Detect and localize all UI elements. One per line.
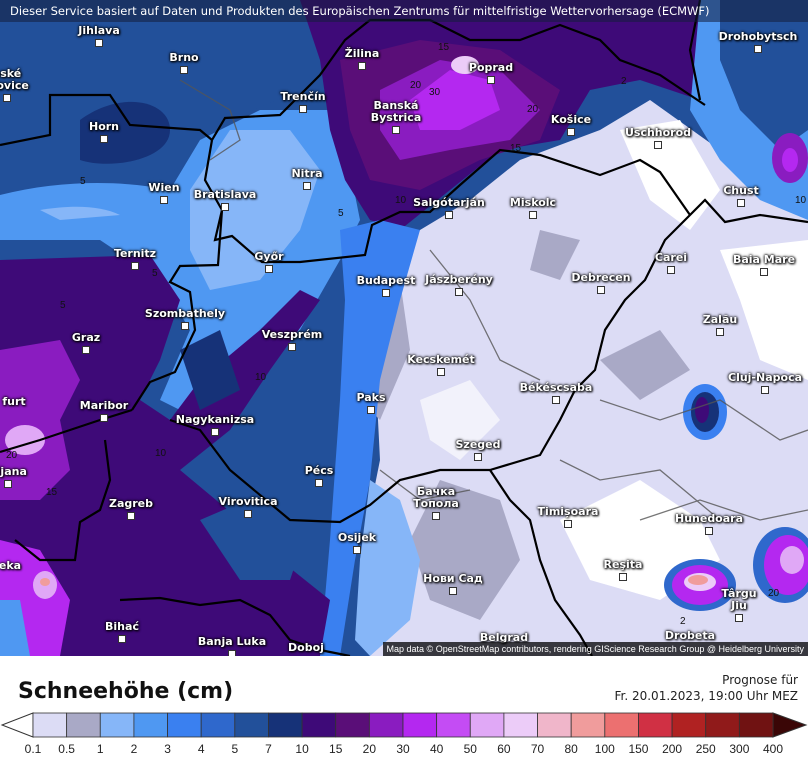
color-scale-cell [436,712,471,738]
color-scale-cell [234,712,269,738]
color-scale-tick: 2 [130,742,138,756]
color-scale-cell [537,712,572,738]
color-scale-cell [469,712,505,738]
contour-label: 20 [768,588,780,599]
contour-label: 20 [527,104,539,115]
color-scale-cell [200,712,236,738]
color-scale-cell [133,712,168,738]
color-scale-cell [604,712,639,738]
snow-depth-map[interactable]: Dieser Service basiert auf Daten und Pro… [0,0,808,656]
contour-label: 10 [395,195,407,206]
over-range-arrow [772,712,808,738]
color-scale-tick: 10 [295,742,309,756]
color-scale-tick: 0.5 [58,742,75,756]
color-scale-cell [268,712,303,738]
color-scale-cell [570,712,606,738]
contour-label: 5 [60,300,66,311]
ecmwf-credit-banner: Dieser Service basiert auf Daten und Pro… [0,0,808,22]
contour-label: 10 [155,448,167,459]
color-scale-tick: 70 [530,742,545,756]
color-scale-cell [167,712,202,738]
color-scale-cell [705,712,740,738]
color-scale-tick: 20 [362,742,377,756]
color-scale-cell [738,712,774,738]
color-scale-tick: 30 [396,742,410,756]
color-scale-tick: 0.1 [24,742,42,756]
forecast-time: Fr. 20.01.2023, 19:00 Uhr MEZ [614,689,798,703]
contour-label: 5 [152,268,158,279]
color-scale-tick: 250 [695,742,716,756]
color-scale-tick: 100 [594,742,615,756]
color-scale-cell [368,712,404,738]
color-scale-cell [32,712,68,738]
color-scale-cell [671,712,707,738]
contour-label: 15 [438,42,450,53]
color-scale-tick: 60 [497,742,511,756]
contour-label: 10 [255,372,267,383]
color-scale-tick: 80 [564,742,578,756]
under-range-arrow [0,712,34,738]
color-scale-tick: 4 [197,742,205,756]
contour-label: 5 [338,208,344,219]
color-scale-tick: 7 [265,742,272,756]
color-scale-cell [402,712,438,738]
color-scale-tick: 300 [729,742,750,756]
contour-label: 15 [46,487,58,498]
contour-label: 2 [680,616,686,627]
contour-label: 20 [6,450,18,461]
map-attribution[interactable]: Map data © OpenStreetMap contributors, r… [382,642,808,656]
contour-label: 20 [410,80,422,91]
color-scale-tick: 3 [164,742,171,756]
color-scale-cell [503,712,538,738]
contour-label: 15 [510,143,522,154]
contour-label: 30 [429,87,441,98]
forecast-time-info: Prognose für Fr. 20.01.2023, 19:00 Uhr M… [614,672,798,704]
color-scale-cell [335,712,370,738]
legend-title: Schneehöhe (cm) [18,679,234,704]
contour-label: 5 [80,176,86,187]
color-scale-tick: 1 [96,742,104,756]
color-scale-cell [99,712,135,738]
forecast-label: Prognose für [722,673,798,687]
contour-label: 10 [795,195,807,206]
color-scale-cell [638,712,673,738]
contour-label: 2 [621,76,627,87]
color-scale-tick: 150 [628,742,649,756]
map-canvas [0,0,808,656]
color-scale-cell [301,712,337,738]
color-scale-tick: 200 [662,742,683,756]
color-scale-bar [0,712,808,738]
color-scale-tick: 40 [429,742,444,756]
color-scale-tick: 50 [463,742,477,756]
color-scale-cell [66,712,101,738]
color-scale-tick: 15 [329,742,343,756]
color-scale-tick: 5 [231,742,239,756]
color-scale-tick: 400 [762,742,784,756]
